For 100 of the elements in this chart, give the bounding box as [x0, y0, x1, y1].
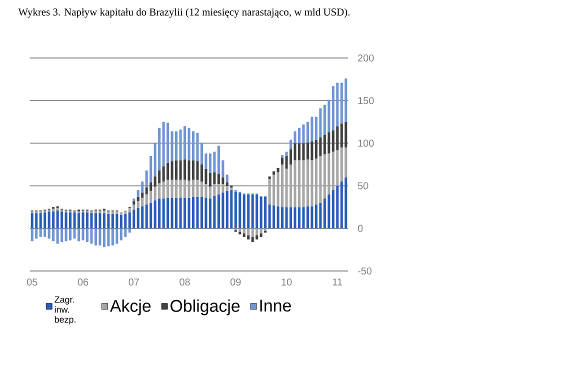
bar: [204, 168, 208, 184]
y-tick-label: 0: [358, 224, 363, 232]
bar: [340, 124, 343, 148]
bar: [281, 164, 284, 208]
bar: [213, 172, 216, 184]
x-tick-label: 06: [78, 278, 88, 286]
bar: [56, 210, 59, 228]
bar: [256, 235, 258, 240]
bar: [328, 194, 330, 228]
bar: [226, 182, 228, 186]
bar: [162, 182, 165, 199]
bar: [281, 158, 284, 164]
bar: [102, 210, 106, 214]
bar: [94, 213, 97, 228]
bar: [141, 192, 144, 198]
bar: [196, 196, 199, 228]
bar: [162, 198, 165, 228]
bar: [77, 213, 80, 228]
bar: [238, 192, 242, 228]
bar: [213, 196, 216, 228]
bar: [150, 202, 152, 228]
bar: [52, 211, 55, 228]
bar: [162, 166, 165, 182]
y-tick-label: 150: [358, 97, 374, 104]
bar: [136, 196, 140, 202]
bar: [272, 174, 276, 206]
bar: [256, 228, 258, 236]
bar: [217, 184, 220, 194]
bar: [226, 190, 228, 228]
bar: [111, 228, 114, 246]
bar: [132, 198, 136, 202]
bar: [98, 228, 102, 246]
bar: [294, 160, 296, 208]
bar: [124, 210, 127, 214]
bar: [132, 210, 136, 228]
legend-label: Obligacje: [170, 299, 240, 316]
bar: [30, 228, 34, 242]
chart-title: Wykres 3. Napływ kapitału do Brazylii (12 miesięcy narastająco, w mld USD).: [18, 8, 350, 18]
bar: [226, 174, 228, 182]
bar: [328, 132, 330, 154]
bar: [314, 158, 318, 205]
bar: [323, 134, 326, 154]
bar: [64, 228, 68, 242]
bar: [213, 184, 216, 196]
bar: [82, 228, 84, 240]
bar: [242, 228, 246, 234]
bar: [39, 213, 42, 228]
bar: [285, 207, 288, 228]
bar: [260, 234, 262, 237]
bar: [289, 207, 292, 228]
bar: [44, 212, 46, 228]
bar: [340, 147, 343, 182]
bar: [116, 228, 118, 244]
bar: [183, 126, 186, 160]
bar: [158, 183, 161, 199]
bar: [251, 228, 254, 237]
bar: [158, 170, 161, 184]
bar: [192, 160, 195, 180]
bar: [200, 196, 203, 228]
bar: [298, 128, 301, 144]
bar: [120, 212, 122, 215]
bar: [192, 180, 195, 197]
bar: [154, 186, 156, 200]
bar: [222, 184, 224, 193]
bar: [94, 210, 97, 214]
bar: [128, 208, 131, 212]
bar: [196, 132, 199, 162]
bar: [141, 182, 144, 193]
bar: [82, 212, 84, 228]
bar: [217, 174, 220, 184]
bar: [183, 180, 186, 198]
bar: [166, 162, 170, 180]
bar: [73, 228, 76, 239]
bar: [200, 164, 203, 182]
bar: [251, 194, 254, 228]
x-tick-label: 05: [26, 278, 38, 286]
bar: [188, 128, 190, 160]
bar: [256, 194, 258, 228]
bar: [170, 131, 174, 162]
x-tick-label: 10: [282, 278, 292, 286]
bar: [222, 192, 224, 228]
bar: [179, 180, 182, 198]
bar: [242, 194, 246, 228]
bar: [179, 198, 182, 228]
bar: [268, 178, 271, 205]
bar: [179, 160, 182, 180]
bar: [166, 198, 170, 228]
bar: [247, 235, 250, 240]
bar: [332, 190, 334, 228]
bar: [175, 198, 178, 228]
bar: [136, 201, 140, 208]
bar: [56, 228, 59, 244]
bar: [323, 154, 326, 199]
bar: [150, 182, 152, 191]
bar: [52, 228, 55, 242]
bar: [247, 194, 250, 228]
bar: [314, 204, 318, 228]
bar: [196, 180, 199, 197]
bar: [298, 160, 301, 208]
bar: [344, 147, 348, 178]
